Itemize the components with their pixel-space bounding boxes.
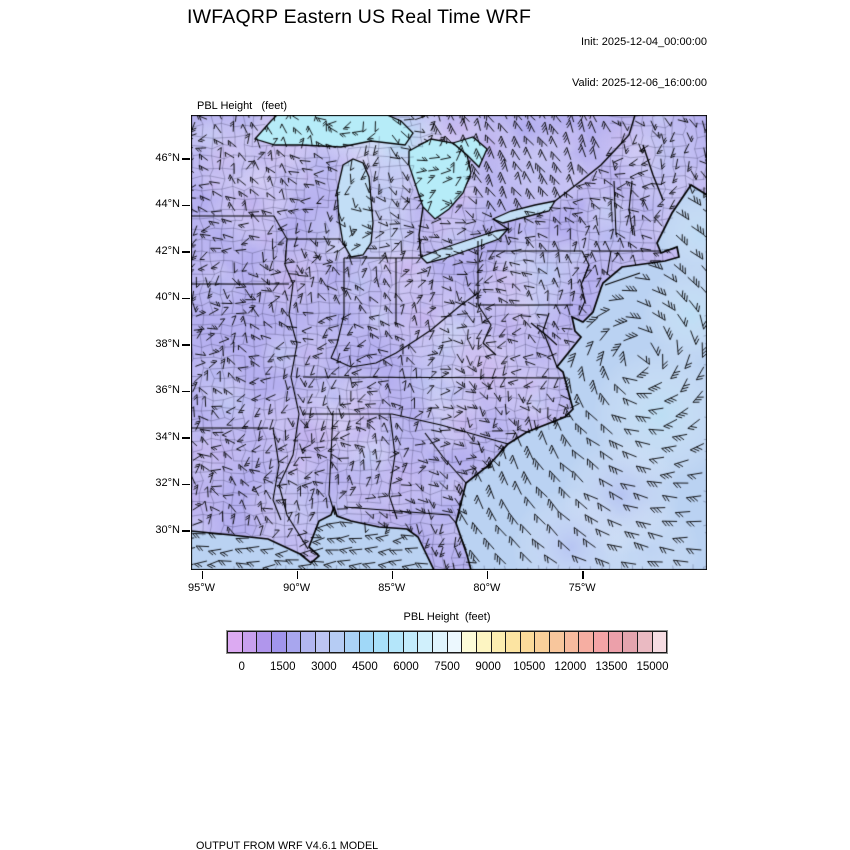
lat-tick-mark bbox=[182, 344, 190, 346]
colorbar-tick-label: 13500 bbox=[595, 661, 628, 673]
lon-tick-mark bbox=[486, 571, 489, 579]
colorbar-cell bbox=[608, 632, 624, 652]
lon-tick-label: 85°W bbox=[378, 582, 406, 594]
map-canvas bbox=[191, 115, 707, 570]
caption-variable: PBL Height (feet) bbox=[197, 100, 288, 112]
colorbar-title: PBL Height (feet) bbox=[403, 611, 491, 623]
colorbar-cell bbox=[301, 632, 316, 652]
colorbar-cell bbox=[623, 632, 638, 652]
lat-tick-mark bbox=[182, 158, 190, 160]
lon-tick-mark bbox=[201, 571, 203, 579]
lat-tick-label: 32°N bbox=[155, 477, 180, 489]
colorbar-cell bbox=[374, 632, 390, 652]
lat-tick-mark bbox=[182, 204, 190, 206]
colorbar-cell bbox=[652, 632, 667, 652]
colorbar-cell bbox=[491, 632, 507, 652]
lat-tick-mark bbox=[182, 251, 190, 253]
colorbar-cell bbox=[403, 632, 419, 652]
colorbar-cell bbox=[579, 632, 595, 652]
colorbar-cell bbox=[550, 632, 565, 652]
colorbar-cell bbox=[637, 632, 653, 652]
colorbar-cell bbox=[418, 632, 433, 652]
colorbar-tick-label: 7500 bbox=[434, 661, 460, 673]
colorbar-tick-label: 15000 bbox=[636, 661, 669, 673]
lon-tick-mark bbox=[582, 571, 584, 579]
colorbar-tick-label: 0 bbox=[238, 661, 245, 673]
lon-tick-label: 95°W bbox=[187, 582, 216, 594]
lat-tick-label: 40°N bbox=[155, 291, 180, 303]
colorbar-tick-label: 3000 bbox=[311, 661, 337, 673]
colorbar-tick-label: 1500 bbox=[269, 661, 296, 673]
lat-tick-label: 38°N bbox=[155, 337, 180, 350]
colorbar-cell bbox=[257, 632, 272, 652]
map-frame bbox=[191, 115, 707, 570]
colorbar-cell bbox=[242, 632, 258, 652]
colorbar-cell bbox=[462, 632, 477, 652]
footer-text: OUTPUT FROM WRF V4.6.1 MODEL WE = 310 ; … bbox=[196, 811, 621, 850]
lat-tick-label: 46°N bbox=[155, 151, 180, 164]
lat-tick-mark bbox=[182, 530, 190, 532]
lon-tick-mark bbox=[391, 571, 394, 579]
colorbar-tick-label: 10500 bbox=[513, 661, 546, 673]
lat-tick-mark bbox=[182, 483, 190, 485]
lat-tick-mark bbox=[182, 390, 190, 392]
colorbar-tick-label: 6000 bbox=[393, 661, 419, 673]
lat-tick-label: 44°N bbox=[155, 198, 180, 210]
colorbar-tick-label: 12000 bbox=[554, 661, 587, 673]
plot-title: IWFAQRP Eastern US Real Time WRF bbox=[187, 6, 532, 28]
colorbar-cells bbox=[227, 631, 667, 653]
colorbar-cell bbox=[228, 632, 243, 652]
colorbar-cell bbox=[476, 632, 492, 652]
model-times: Init: 2025-12-04_00:00:00 Valid: 2025-12… bbox=[572, 9, 707, 117]
colorbar-cell bbox=[506, 632, 521, 652]
colorbar-cell bbox=[594, 632, 609, 652]
lat-tick-mark bbox=[182, 297, 190, 299]
colorbar-cell bbox=[564, 632, 580, 652]
colorbar-cell bbox=[520, 632, 536, 652]
colorbar-cell bbox=[286, 632, 302, 652]
lon-tick-label: 80°W bbox=[473, 582, 501, 594]
colorbar-cell bbox=[359, 632, 375, 652]
lon-tick-mark bbox=[296, 571, 299, 579]
lat-tick-label: 30°N bbox=[155, 523, 180, 536]
lat-tick-mark bbox=[182, 437, 190, 439]
lat-tick-label: 34°N bbox=[155, 430, 180, 443]
colorbar-cell bbox=[389, 632, 404, 652]
footer-model-line: OUTPUT FROM WRF V4.6.1 MODEL bbox=[196, 840, 379, 850]
init-time: Init: 2025-12-04_00:00:00 bbox=[581, 36, 707, 48]
colorbar-cell bbox=[432, 632, 448, 652]
colorbar-cell bbox=[315, 632, 331, 652]
colorbar-cell bbox=[345, 632, 360, 652]
colorbar-tick-label: 9000 bbox=[475, 661, 501, 673]
lon-tick-label: 75°W bbox=[568, 582, 596, 594]
colorbar-cell bbox=[535, 632, 551, 652]
colorbar-cell bbox=[330, 632, 346, 652]
colorbar bbox=[226, 630, 668, 654]
lon-tick-label: 90°W bbox=[283, 582, 311, 594]
colorbar-cell bbox=[447, 632, 463, 652]
lat-tick-label: 42°N bbox=[155, 244, 180, 257]
valid-time: Valid: 2025-12-06_16:00:00 bbox=[572, 76, 707, 89]
colorbar-tick-label: 4500 bbox=[352, 661, 378, 673]
colorbar-cell bbox=[271, 632, 287, 652]
lat-tick-label: 36°N bbox=[155, 384, 180, 396]
